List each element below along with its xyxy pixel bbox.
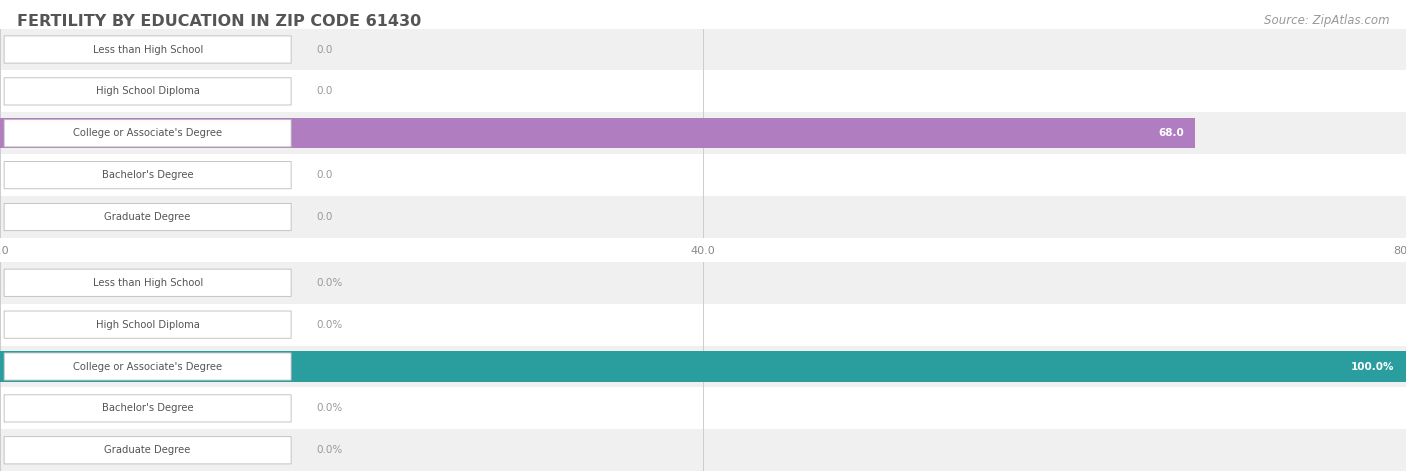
Text: Source: ZipAtlas.com: Source: ZipAtlas.com (1264, 14, 1389, 27)
Text: 0.0: 0.0 (316, 170, 333, 180)
FancyBboxPatch shape (4, 269, 291, 297)
Text: College or Associate's Degree: College or Associate's Degree (73, 128, 222, 139)
Bar (0, 154, 1406, 196)
Text: 68.0: 68.0 (1159, 128, 1184, 139)
Bar (0, 346, 1406, 387)
Text: Graduate Degree: Graduate Degree (104, 445, 191, 456)
FancyBboxPatch shape (4, 36, 291, 63)
Bar (0, 351, 1406, 382)
FancyBboxPatch shape (4, 395, 291, 422)
FancyBboxPatch shape (4, 311, 291, 338)
Text: Graduate Degree: Graduate Degree (104, 212, 191, 222)
FancyBboxPatch shape (4, 78, 291, 105)
Bar (0, 70, 1406, 112)
Text: Bachelor's Degree: Bachelor's Degree (101, 403, 194, 414)
Text: 100.0%: 100.0% (1351, 361, 1395, 372)
Text: 0.0: 0.0 (316, 44, 333, 55)
Bar (0, 118, 1195, 149)
Text: Bachelor's Degree: Bachelor's Degree (101, 170, 194, 180)
Text: College or Associate's Degree: College or Associate's Degree (73, 361, 222, 372)
Bar (0, 196, 1406, 238)
Text: High School Diploma: High School Diploma (96, 319, 200, 330)
Text: High School Diploma: High School Diploma (96, 86, 200, 97)
Text: 0.0%: 0.0% (316, 403, 343, 414)
FancyBboxPatch shape (4, 119, 291, 147)
Bar (0, 304, 1406, 346)
Text: 0.0: 0.0 (316, 86, 333, 97)
Bar (0, 262, 1406, 304)
Bar (0, 387, 1406, 429)
Text: Less than High School: Less than High School (93, 44, 202, 55)
Text: 0.0%: 0.0% (316, 278, 343, 288)
Bar (0, 29, 1406, 70)
FancyBboxPatch shape (4, 161, 291, 189)
Text: FERTILITY BY EDUCATION IN ZIP CODE 61430: FERTILITY BY EDUCATION IN ZIP CODE 61430 (17, 14, 422, 30)
Bar (0, 429, 1406, 471)
FancyBboxPatch shape (4, 436, 291, 464)
Text: 0.0%: 0.0% (316, 319, 343, 330)
Text: Less than High School: Less than High School (93, 278, 202, 288)
FancyBboxPatch shape (4, 353, 291, 380)
Text: 0.0: 0.0 (316, 212, 333, 222)
Text: 0.0%: 0.0% (316, 445, 343, 456)
FancyBboxPatch shape (4, 203, 291, 231)
Bar (0, 112, 1406, 154)
